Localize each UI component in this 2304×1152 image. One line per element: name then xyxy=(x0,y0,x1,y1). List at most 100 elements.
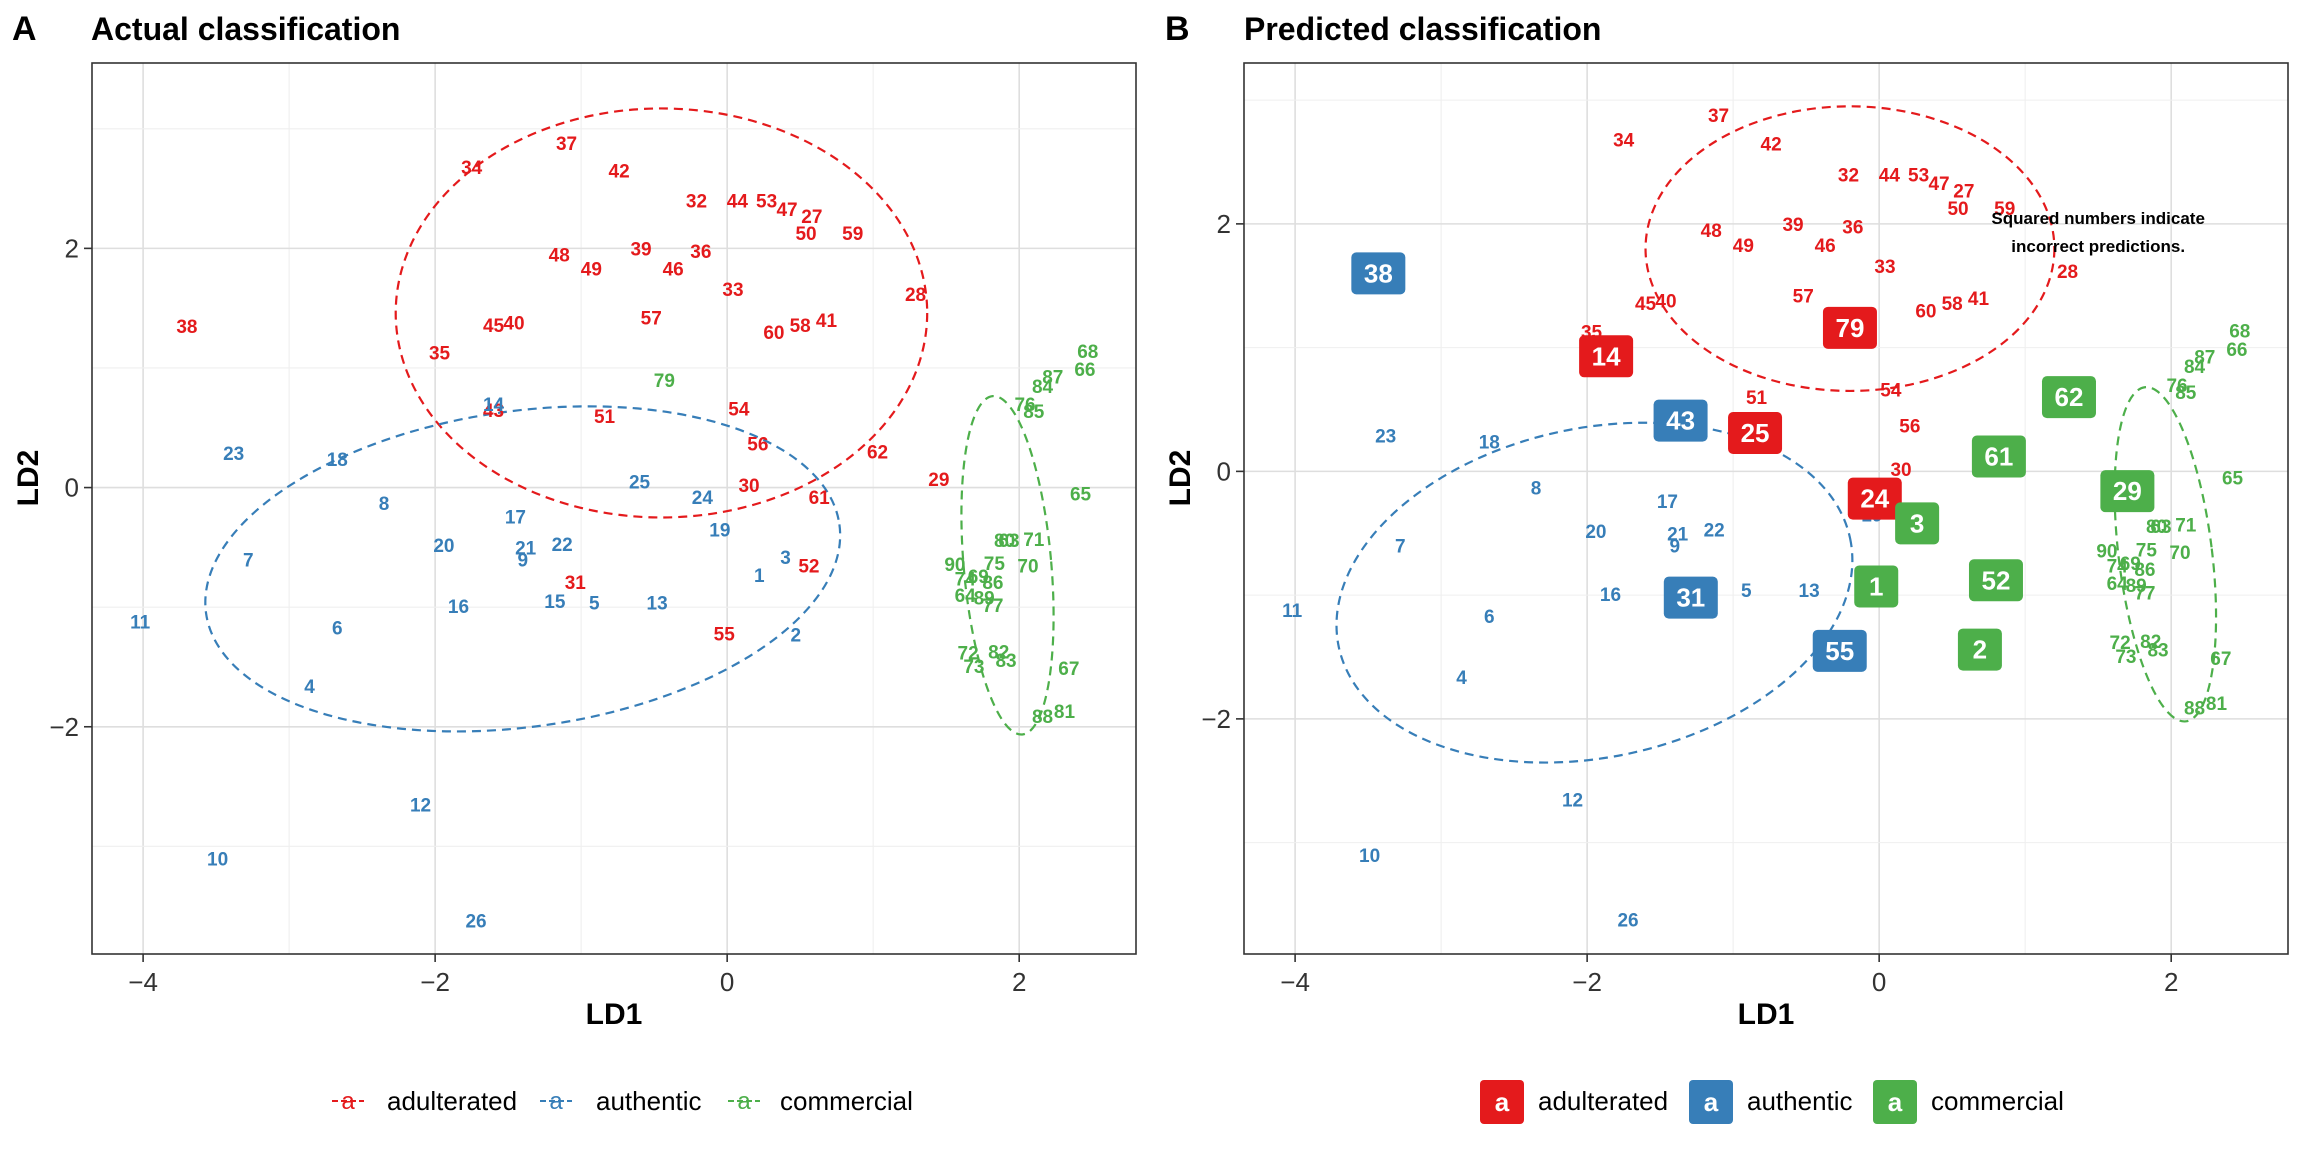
point-label-86: 86 xyxy=(2134,560,2155,581)
panel-b-letter: B xyxy=(1165,10,1190,48)
x-tick-label: 2 xyxy=(2164,967,2178,997)
point-label-30: 30 xyxy=(1890,460,1911,481)
point-label-89: 89 xyxy=(974,589,995,610)
point-label-9: 9 xyxy=(517,550,528,571)
point-label-71: 71 xyxy=(1023,530,1045,551)
point-label-22: 22 xyxy=(1704,521,1725,542)
legend-a-adulterated-key-glyph: a xyxy=(341,1088,355,1115)
point-label-82: 82 xyxy=(988,642,1009,663)
point-label-87: 87 xyxy=(1042,367,1063,388)
point-label-48: 48 xyxy=(1701,221,1722,242)
point-label-31: 31 xyxy=(565,573,587,594)
point-label-32: 32 xyxy=(686,192,707,213)
point-label-46: 46 xyxy=(663,260,684,281)
y-tick-label: 2 xyxy=(65,233,79,263)
y-tick-label: 2 xyxy=(1217,209,1231,239)
x-tick-label: 2 xyxy=(1012,967,1026,997)
point-label-67: 67 xyxy=(2210,649,2231,670)
point-label-44: 44 xyxy=(1879,165,1901,186)
misclassified-box-29 xyxy=(2100,470,2155,513)
point-label-36: 36 xyxy=(690,242,711,263)
point-label-77: 77 xyxy=(2134,584,2155,605)
legend-a-adulterated-label: adulterated xyxy=(387,1086,517,1116)
point-label-89: 89 xyxy=(2126,576,2147,597)
misclassified-label-79: 79 xyxy=(1835,313,1864,343)
point-label-41: 41 xyxy=(816,311,838,332)
point-label-71: 71 xyxy=(2175,516,2197,537)
point-label-5: 5 xyxy=(589,593,600,614)
legend-a-item-authentic: a authentic xyxy=(540,1086,702,1116)
point-label-2: 2 xyxy=(790,626,801,647)
panel-border xyxy=(91,62,1137,955)
panel-a-legend: a adulterated a authentic a commercial xyxy=(332,1086,913,1116)
point-label-37: 37 xyxy=(1708,106,1729,127)
point-label-21: 21 xyxy=(1667,524,1689,545)
misclassified-box-55 xyxy=(1812,629,1867,672)
point-label-18: 18 xyxy=(327,450,348,471)
misclassified-label-38: 38 xyxy=(1364,258,1393,288)
point-label-72: 72 xyxy=(2110,633,2131,654)
point-label-5: 5 xyxy=(1741,581,1752,602)
legend-b-adulterated-key-box xyxy=(1480,1080,1524,1124)
point-label-35: 35 xyxy=(429,343,451,364)
annotation-line-2: incorrect predictions. xyxy=(2011,237,2185,256)
misclassified-box-14 xyxy=(1579,335,1634,378)
ellipse-authentic xyxy=(204,405,842,733)
misclassified-box-38 xyxy=(1351,252,1406,295)
point-label-26: 26 xyxy=(465,912,486,933)
x-tick-label: −2 xyxy=(1572,967,1602,997)
panel-b-y-axis-title: LD2 xyxy=(1164,450,1197,507)
point-label-21: 21 xyxy=(515,538,537,559)
point-label-34: 34 xyxy=(1613,131,1635,152)
point-label-11: 11 xyxy=(1282,601,1303,622)
point-label-62: 62 xyxy=(867,443,888,464)
point-label-37: 37 xyxy=(556,134,577,155)
point-label-52: 52 xyxy=(798,556,819,577)
legend-b-commercial-key-glyph: a xyxy=(1888,1087,1903,1117)
misclassified-label-25: 25 xyxy=(1741,418,1770,448)
point-label-88: 88 xyxy=(2184,699,2205,720)
ellipse-adulterated xyxy=(394,107,929,519)
point-label-68: 68 xyxy=(2229,321,2250,342)
panel-b-legend: a adulterated a authentic a commercial xyxy=(1480,1080,2064,1124)
point-label-48: 48 xyxy=(549,245,570,266)
legend-b-authentic-key-glyph: a xyxy=(1704,1087,1719,1117)
x-tick-label: −4 xyxy=(1280,967,1310,997)
point-label-28: 28 xyxy=(905,285,926,306)
point-label-63: 63 xyxy=(998,531,1019,552)
point-label-20: 20 xyxy=(1585,522,1606,543)
panel-a-y-axis-title: LD2 xyxy=(12,450,45,507)
plot-background xyxy=(92,63,1136,954)
point-label-75: 75 xyxy=(984,554,1006,575)
point-label-51: 51 xyxy=(1746,388,1768,409)
point-label-54: 54 xyxy=(728,400,750,421)
legend-b-item-adulterated: a adulterated xyxy=(1480,1080,1668,1124)
misclassified-label-3: 3 xyxy=(1910,508,1924,538)
panel-border xyxy=(1243,62,2289,955)
point-label-83: 83 xyxy=(995,651,1016,672)
misclassified-label-1: 1 xyxy=(1869,571,1883,601)
panel-a-letter: A xyxy=(12,10,37,48)
misclassified-label-2: 2 xyxy=(1973,635,1987,665)
point-label-17: 17 xyxy=(505,507,526,528)
point-label-53: 53 xyxy=(1908,165,1929,186)
point-label-90: 90 xyxy=(944,555,965,576)
point-label-73: 73 xyxy=(963,657,984,678)
point-label-46: 46 xyxy=(1815,236,1836,257)
axis-ticks: −4 −2 0 2 −2 0 2 xyxy=(49,233,1026,997)
point-label-38: 38 xyxy=(176,317,197,338)
confidence-ellipses xyxy=(204,107,1055,736)
point-label-74: 74 xyxy=(2107,556,2129,577)
point-label-76: 76 xyxy=(1014,395,1035,416)
point-label-24: 24 xyxy=(692,488,714,509)
point-label-53: 53 xyxy=(756,192,777,213)
point-label-85: 85 xyxy=(2175,383,2197,404)
ellipse-commercial xyxy=(960,394,1055,736)
point-label-55: 55 xyxy=(714,624,736,645)
legend-a-authentic-label: authentic xyxy=(596,1086,702,1116)
point-label-47: 47 xyxy=(776,200,797,221)
